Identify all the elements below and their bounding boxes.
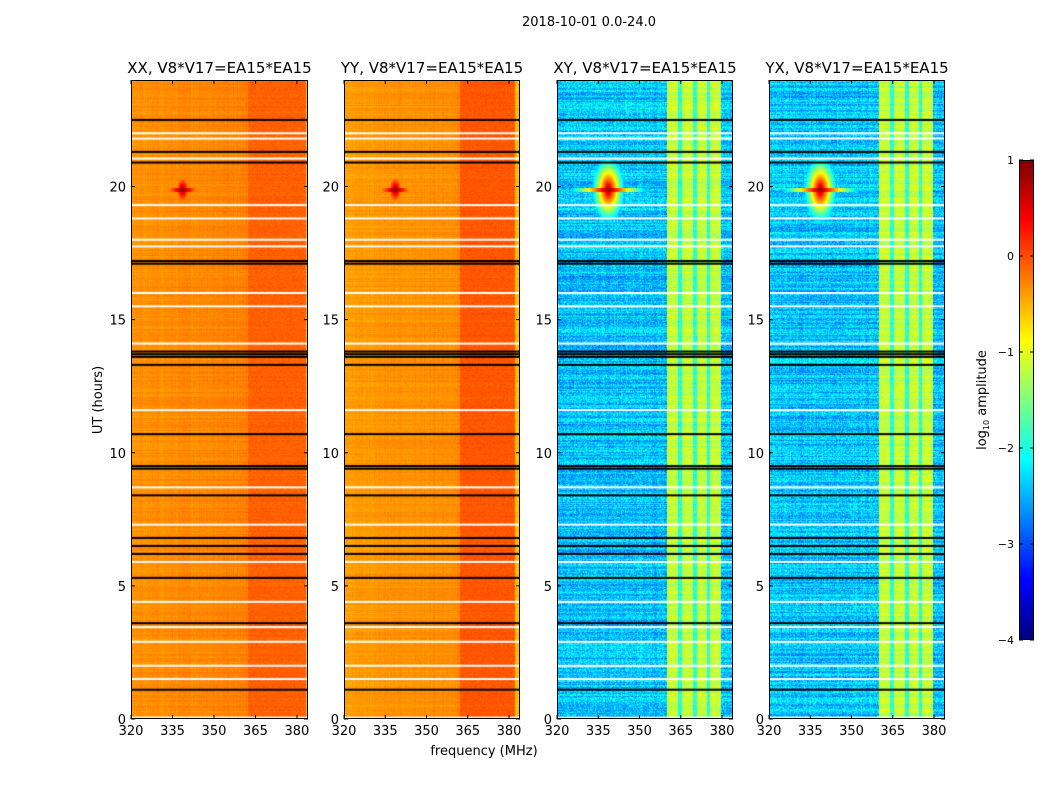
colorbar-tick-label: −4 bbox=[998, 634, 1014, 647]
x-tick-label: 380 bbox=[285, 724, 310, 739]
heatmap-xy bbox=[557, 80, 733, 719]
y-tick-label: 0 bbox=[756, 713, 764, 728]
x-tick-label: 350 bbox=[627, 724, 652, 739]
x-tick-label: 380 bbox=[922, 724, 947, 739]
y-tick-label: 15 bbox=[535, 314, 552, 329]
y-tick-label: 10 bbox=[322, 447, 339, 462]
x-tick-label: 335 bbox=[160, 724, 185, 739]
colorbar-frame bbox=[1019, 160, 1034, 640]
figure-title: 2018-10-01 0.0-24.0 bbox=[522, 15, 656, 30]
x-tick-label: 320 bbox=[119, 724, 144, 739]
y-tick-label: 10 bbox=[747, 447, 764, 462]
x-tick-label: 335 bbox=[586, 724, 611, 739]
heatmap-yx bbox=[769, 80, 945, 719]
panel-title: YX, V8*V17=EA15*EA15 bbox=[764, 59, 948, 77]
x-tick-label: 365 bbox=[880, 724, 905, 739]
y-tick-label: 20 bbox=[322, 181, 339, 196]
y-tick-label: 0 bbox=[331, 713, 339, 728]
y-tick-label: 15 bbox=[747, 314, 764, 329]
colorbar bbox=[1019, 160, 1034, 640]
y-tick-label: 5 bbox=[118, 580, 126, 595]
x-tick-label: 320 bbox=[545, 724, 570, 739]
panel-title: YY, V8*V17=EA15*EA15 bbox=[340, 59, 523, 77]
panel-title: XY, V8*V17=EA15*EA15 bbox=[553, 59, 736, 77]
y-tick-label: 0 bbox=[118, 713, 126, 728]
x-axis-label: frequency (MHz) bbox=[430, 744, 537, 759]
y-tick-label: 5 bbox=[331, 580, 339, 595]
x-tick-label: 365 bbox=[243, 724, 268, 739]
y-axis-label: UT (hours) bbox=[91, 366, 106, 434]
colorbar-tick-label: −3 bbox=[998, 538, 1014, 551]
x-tick-label: 335 bbox=[798, 724, 823, 739]
panel-frame bbox=[769, 80, 945, 719]
y-tick-label: 5 bbox=[756, 580, 764, 595]
heatmap-xx bbox=[131, 80, 308, 719]
colorbar-tick-label: −1 bbox=[998, 346, 1014, 359]
y-tick-label: 20 bbox=[535, 181, 552, 196]
x-tick-label: 380 bbox=[497, 724, 522, 739]
y-tick-label: 20 bbox=[747, 181, 764, 196]
x-tick-label: 320 bbox=[332, 724, 357, 739]
x-tick-label: 350 bbox=[839, 724, 864, 739]
y-tick-label: 15 bbox=[322, 314, 339, 329]
y-tick-label: 10 bbox=[535, 447, 552, 462]
x-tick-label: 365 bbox=[455, 724, 480, 739]
y-tick-label: 10 bbox=[109, 447, 126, 462]
x-tick-label: 350 bbox=[202, 724, 227, 739]
panel-frame bbox=[131, 80, 308, 719]
y-tick-label: 5 bbox=[544, 580, 552, 595]
x-tick-label: 380 bbox=[710, 724, 735, 739]
panel-frame bbox=[344, 80, 520, 719]
y-tick-label: 20 bbox=[109, 181, 126, 196]
x-tick-label: 320 bbox=[757, 724, 782, 739]
y-tick-label: 0 bbox=[544, 713, 552, 728]
x-tick-label: 335 bbox=[373, 724, 398, 739]
heatmap-yy bbox=[344, 80, 520, 719]
x-tick-label: 350 bbox=[414, 724, 439, 739]
panel-title: XX, V8*V17=EA15*EA15 bbox=[127, 59, 311, 77]
colorbar-tick-label: 1 bbox=[1007, 154, 1014, 167]
colorbar-tick-label: −2 bbox=[998, 442, 1014, 455]
colorbar-label: log10 amplitude bbox=[975, 350, 991, 450]
colorbar-tick-label: 0 bbox=[1007, 250, 1014, 263]
panel-frame bbox=[557, 80, 733, 719]
x-tick-label: 365 bbox=[668, 724, 693, 739]
y-tick-label: 15 bbox=[109, 314, 126, 329]
